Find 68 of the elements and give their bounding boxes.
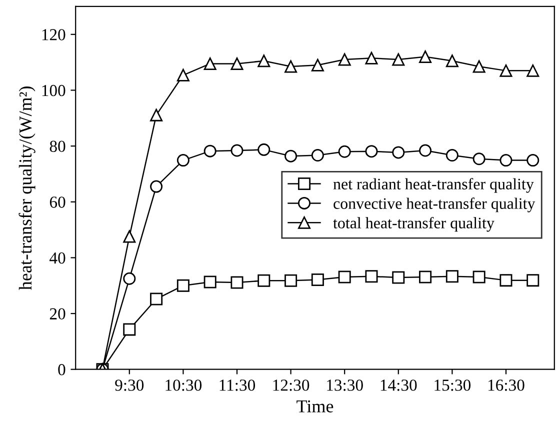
point bbox=[123, 323, 136, 336]
point bbox=[123, 272, 136, 285]
x-tick-label: 10:30 bbox=[166, 380, 202, 391]
point bbox=[500, 274, 512, 287]
point bbox=[230, 276, 244, 289]
y-tick-label: 100 bbox=[42, 84, 66, 96]
point bbox=[526, 274, 540, 287]
y-tick-label: 20 bbox=[50, 308, 66, 320]
x-tick-label: 9:30 bbox=[115, 380, 144, 391]
point bbox=[258, 143, 270, 156]
point bbox=[150, 292, 163, 306]
point bbox=[284, 150, 298, 162]
point bbox=[284, 60, 298, 73]
point bbox=[419, 270, 432, 284]
point bbox=[230, 144, 244, 157]
point bbox=[419, 50, 432, 63]
point bbox=[338, 145, 351, 158]
x-axis-title: Time bbox=[296, 400, 334, 412]
point bbox=[392, 271, 405, 284]
legend-label: net radiant heat-transfer quality bbox=[333, 178, 534, 193]
point bbox=[526, 64, 540, 77]
point bbox=[446, 270, 458, 283]
point bbox=[311, 274, 324, 286]
point bbox=[176, 68, 190, 82]
y-tick-label: 60 bbox=[50, 196, 66, 208]
legend-label: convective heat-transfer quality bbox=[334, 198, 536, 212]
point bbox=[500, 154, 512, 167]
point bbox=[365, 270, 378, 283]
point bbox=[392, 146, 405, 159]
point bbox=[311, 58, 324, 72]
point bbox=[258, 274, 270, 287]
point bbox=[500, 64, 512, 77]
point bbox=[446, 149, 458, 162]
point bbox=[338, 53, 351, 66]
point bbox=[150, 180, 163, 193]
point bbox=[176, 154, 190, 167]
point bbox=[150, 108, 163, 122]
x-tick-label: 14:30 bbox=[380, 380, 417, 391]
point bbox=[204, 57, 216, 70]
point bbox=[176, 279, 190, 292]
point bbox=[472, 270, 486, 284]
point bbox=[204, 276, 216, 288]
point bbox=[123, 230, 136, 243]
point bbox=[311, 149, 324, 162]
point bbox=[472, 60, 486, 73]
x-tick-label: 11:30 bbox=[220, 380, 256, 391]
y-tick-label: 40 bbox=[50, 252, 66, 264]
point bbox=[419, 144, 432, 157]
y-tick-label: 80 bbox=[50, 140, 66, 152]
y-tick-label: 0 bbox=[58, 364, 66, 376]
point bbox=[284, 274, 298, 287]
point bbox=[472, 152, 486, 166]
x-tick-label: 13:30 bbox=[327, 380, 363, 391]
point bbox=[392, 53, 405, 66]
y-tick-label: 120 bbox=[42, 29, 66, 40]
point bbox=[446, 54, 458, 68]
x-tick-label: 15:30 bbox=[434, 380, 471, 391]
point bbox=[526, 154, 540, 167]
legend-label: total heat-transfer quality bbox=[333, 217, 494, 232]
point bbox=[230, 57, 244, 70]
point bbox=[204, 144, 216, 158]
point bbox=[365, 52, 378, 64]
point bbox=[258, 54, 270, 68]
y-axis-title: heat-transfer quality/(W/m²) bbox=[18, 86, 36, 290]
point bbox=[338, 270, 351, 284]
x-tick-label: 12:30 bbox=[273, 380, 310, 391]
x-tick-label: 16:30 bbox=[488, 380, 524, 391]
point bbox=[365, 145, 378, 158]
